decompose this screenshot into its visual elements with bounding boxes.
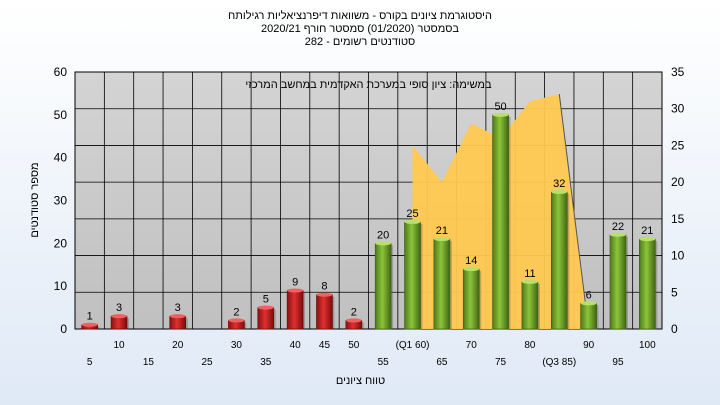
histogram-bar <box>639 238 656 330</box>
bar-data-label: 8 <box>321 281 327 293</box>
bar-data-label: 2 <box>233 306 239 318</box>
x-tick-label: 80 <box>524 340 536 351</box>
title-line-2: בסמסטר (01/2020) סמסטר חורף 2020/21 <box>260 23 460 35</box>
bar-top <box>345 318 362 323</box>
histogram-bar <box>433 238 451 330</box>
bar-data-label: 9 <box>292 276 298 288</box>
y-tick-label: 30 <box>54 194 68 208</box>
x-tick-label: 45 <box>319 340 331 351</box>
bar-data-label: 5 <box>263 294 269 306</box>
y2-tick-label: 5 <box>671 285 678 299</box>
bar-top <box>316 292 333 297</box>
y2-tick-label: 20 <box>671 175 685 189</box>
x-tick-label: 40 <box>290 340 302 351</box>
bar-data-label: 14 <box>465 255 477 267</box>
title-line-1: היסטוגרמת ציונים בקורס - משוואות דיפרנצי… <box>228 10 492 22</box>
bar-data-label: 32 <box>553 178 565 190</box>
x-tick-label: 100 <box>639 340 656 351</box>
y2-tick-label: 25 <box>671 138 685 152</box>
bar-top <box>433 237 450 242</box>
y2-tick-label: 30 <box>671 102 685 116</box>
y-axis-title: מספר סטודנטים <box>29 162 41 237</box>
y2-tick-label: 15 <box>671 212 685 226</box>
x-tick-label: 5 <box>87 357 93 368</box>
bar-top <box>287 288 304 293</box>
chart-title: היסטוגרמת ציונים בקורס - משוואות דיפרנצי… <box>0 10 720 49</box>
x-tick-label: 55 <box>378 357 390 368</box>
x-tick-label: 95 <box>612 357 624 368</box>
histogram-bar <box>521 281 539 330</box>
bar-top <box>639 237 656 242</box>
x-tick-label: 50 <box>348 340 360 351</box>
y-tick-label: 20 <box>54 236 68 250</box>
bar-top <box>169 314 186 319</box>
y-tick-label: 50 <box>54 108 68 122</box>
y-tick-label: 0 <box>60 322 67 336</box>
y-tick-label: 60 <box>54 65 68 79</box>
histogram-bar <box>316 294 333 330</box>
histogram-bar <box>609 234 627 330</box>
bar-data-label: 1 <box>87 311 93 323</box>
x-tick-label: 35 <box>260 357 272 368</box>
histogram-bar <box>286 290 304 330</box>
bar-data-label: 50 <box>494 101 506 113</box>
histogram-bar <box>550 191 568 330</box>
x-tick-label: (Q1 60) <box>396 340 430 351</box>
bar-data-label: 20 <box>377 229 389 241</box>
bar-data-label: 2 <box>351 306 357 318</box>
x-tick-label: 75 <box>495 357 507 368</box>
x-tick-label: (Q3 85) <box>542 357 576 368</box>
y2-tick-label: 35 <box>671 65 685 79</box>
x-tick-label: 10 <box>113 340 125 351</box>
x-tick-label: 70 <box>466 340 478 351</box>
plot-annotation: במשימה: ציון סופי במערכת האקדמית במחשב ה… <box>245 79 492 91</box>
x-tick-label: 25 <box>202 357 214 368</box>
histogram-bar <box>404 221 421 330</box>
bar-data-label: 6 <box>586 289 592 301</box>
histogram-bar <box>257 307 275 330</box>
histogram-bar <box>462 268 480 330</box>
bar-data-label: 3 <box>175 302 181 314</box>
bar-top <box>463 267 480 272</box>
bar-top <box>609 232 626 237</box>
bar-top <box>228 318 245 323</box>
bar-top <box>81 322 98 327</box>
bar-top <box>521 279 538 284</box>
x-axis-title: טווח ציונים <box>336 375 385 387</box>
bar-data-label: 25 <box>406 208 418 220</box>
y2-tick-label: 0 <box>671 322 678 336</box>
histogram-bar <box>492 114 509 330</box>
bar-top <box>257 305 274 310</box>
bar-top <box>580 301 597 306</box>
bar-top <box>551 189 568 194</box>
x-tick-label: 65 <box>436 357 448 368</box>
histogram-bar <box>374 243 392 330</box>
secondary-area-edge <box>558 93 590 330</box>
y2-tick-label: 10 <box>671 249 685 263</box>
bar-data-label: 11 <box>524 268 535 280</box>
x-tick-label: 20 <box>172 340 184 351</box>
x-tick-label: 15 <box>143 357 155 368</box>
histogram-bar <box>580 302 597 330</box>
bar-data-label: 21 <box>436 225 448 237</box>
y-tick-label: 10 <box>54 279 68 293</box>
bar-top <box>404 219 421 224</box>
bar-top <box>375 241 392 246</box>
y-tick-label: 40 <box>54 151 68 165</box>
x-tick-label: 30 <box>231 340 243 351</box>
x-tick-label: 90 <box>583 340 595 351</box>
bar-data-label: 22 <box>612 221 624 233</box>
bar-top <box>492 112 509 117</box>
bar-top <box>111 314 128 319</box>
title-line-3: סטודנטים רשומים - 282 <box>304 36 416 48</box>
bar-data-label: 21 <box>641 225 653 237</box>
bar-data-label: 3 <box>116 302 122 314</box>
